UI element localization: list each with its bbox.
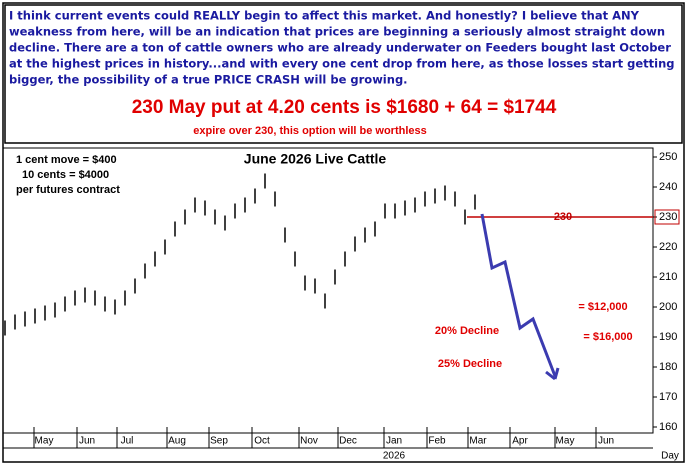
note-line: weakness from here, will be an indicatio…: [9, 25, 665, 39]
y-tick-label: 160: [659, 421, 677, 433]
x-tick-label: Nov: [300, 436, 318, 447]
contract-note: per futures contract: [16, 184, 120, 196]
x-tick-label: Mar: [469, 436, 487, 447]
annotation: 20% Decline: [435, 325, 499, 337]
headline: 230 May put at 4.20 cents is $1680 + 64 …: [132, 97, 557, 118]
reference-axis-box: [654, 209, 680, 225]
x-tick-label: Dec: [339, 436, 357, 447]
x-tick-label: Oct: [254, 436, 270, 447]
x-tick-label: Jun: [79, 436, 95, 447]
note-line: at the highest prices in history...and w…: [9, 57, 675, 71]
x-tick-label: Feb: [428, 436, 446, 447]
x-tick-label: Aug: [168, 436, 186, 447]
contract-note: 10 cents = $4000: [22, 169, 109, 181]
note-line: decline. There are a ton of cattle owner…: [9, 41, 671, 55]
y-tick-label: 210: [659, 271, 677, 283]
y-tick-label: 180: [659, 361, 677, 373]
note-line: I think current events could REALLY begi…: [9, 9, 640, 23]
chart-title: June 2026 Live Cattle: [244, 151, 387, 167]
y-tick-label: 170: [659, 391, 677, 403]
period-label: Day: [661, 451, 679, 462]
annotation: = $16,000: [583, 331, 632, 343]
note-line: bigger, the possibility of a true PRICE …: [9, 73, 408, 87]
reference-label: 230: [554, 211, 572, 223]
x-tick-label: Jan: [386, 436, 402, 447]
x-tick-label: Sep: [210, 436, 228, 447]
x-tick-label: Jun: [598, 436, 614, 447]
x-tick-label: May: [35, 436, 54, 447]
y-tick-label: 220: [659, 241, 677, 253]
projection-arrowhead: [545, 367, 560, 381]
y-tick-label: 200: [659, 301, 677, 313]
y-tick-label: 240: [659, 181, 677, 193]
annotation: 25% Decline: [438, 358, 502, 370]
contract-note: 1 cent move = $400: [16, 154, 117, 166]
y-tick-label: 190: [659, 331, 677, 343]
subline: expire over 230, this option will be wor…: [193, 125, 427, 137]
y-tick-label: 230: [659, 211, 677, 223]
x-tick-label: Apr: [512, 436, 528, 447]
year-label: 2026: [383, 451, 406, 462]
projection-line: [480, 213, 557, 377]
annotation: = $12,000: [578, 301, 627, 313]
x-tick-label: May: [556, 436, 575, 447]
note-box: [4, 4, 683, 144]
x-tick-label: Jul: [121, 436, 134, 447]
plot-frame: [2, 147, 654, 434]
y-tick-label: 250: [659, 151, 677, 163]
